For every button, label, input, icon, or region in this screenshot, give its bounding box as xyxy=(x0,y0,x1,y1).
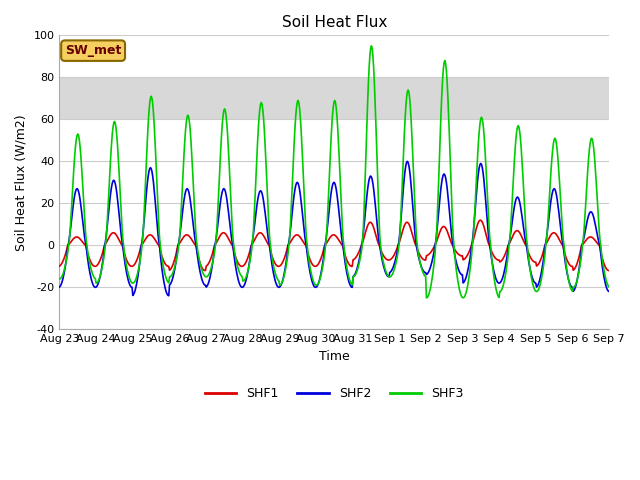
X-axis label: Time: Time xyxy=(319,350,349,363)
SHF1 xyxy=(208,253,216,259)
Line: SHF1: SHF1 xyxy=(60,220,609,271)
SHF1 xyxy=(477,217,484,223)
Bar xyxy=(60,77,609,120)
SHF3 xyxy=(418,266,426,272)
SHF2 xyxy=(56,284,63,290)
SHF2 xyxy=(208,267,216,273)
Text: SW_met: SW_met xyxy=(65,44,122,57)
SHF3 xyxy=(605,284,613,290)
Line: SHF3: SHF3 xyxy=(60,46,609,298)
SHF3 xyxy=(422,295,430,301)
SHF1 xyxy=(178,237,186,243)
SHF1 xyxy=(56,263,63,269)
SHF3 xyxy=(56,276,63,282)
SHF2 xyxy=(403,158,411,164)
SHF3 xyxy=(207,266,214,272)
SHF2 xyxy=(419,267,426,273)
SHF2 xyxy=(165,293,173,299)
Y-axis label: Soil Heat Flux (W/m2): Soil Heat Flux (W/m2) xyxy=(15,114,28,251)
SHF2 xyxy=(605,288,613,294)
SHF1 xyxy=(402,220,410,226)
Title: Soil Heat Flux: Soil Heat Flux xyxy=(282,15,387,30)
SHF3 xyxy=(65,237,73,243)
SHF2 xyxy=(402,163,410,168)
SHF1 xyxy=(418,255,426,261)
SHF1 xyxy=(605,268,613,274)
SHF1 xyxy=(202,268,209,274)
SHF3 xyxy=(402,105,410,110)
SHF2 xyxy=(122,266,130,272)
SHF3 xyxy=(178,196,186,202)
SHF3 xyxy=(367,43,375,48)
SHF1 xyxy=(122,255,130,261)
SHF1 xyxy=(65,241,73,247)
Legend: SHF1, SHF2, SHF3: SHF1, SHF2, SHF3 xyxy=(200,383,468,406)
Line: SHF2: SHF2 xyxy=(60,161,609,296)
SHF2 xyxy=(179,209,186,215)
SHF3 xyxy=(122,260,130,266)
SHF2 xyxy=(65,235,73,241)
